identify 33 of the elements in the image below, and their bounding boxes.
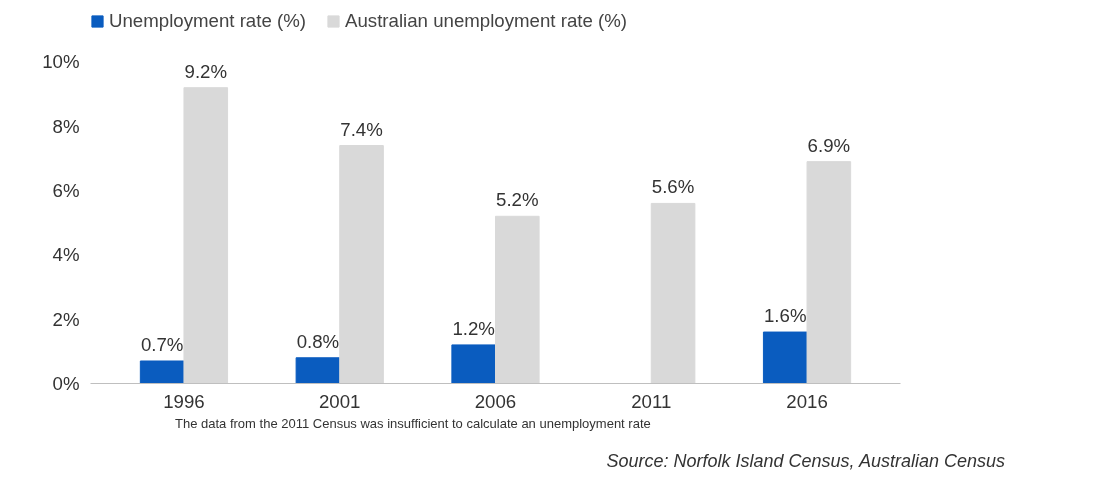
source-note: Source: Norfolk Island Census, Australian Census: [605, 450, 1005, 473]
y-tick-label: 0%: [52, 373, 80, 394]
y-tick-label: 4%: [52, 244, 80, 266]
data-label: 9.2%: [184, 60, 228, 82]
legend-label: Australian unemployment rate (%): [345, 10, 628, 32]
bar: [762, 331, 808, 384]
bar: [451, 344, 496, 384]
legend-label: Unemployment rate (%): [109, 10, 306, 32]
x-tick-label: 2006: [474, 390, 517, 412]
y-tick-label: 2%: [52, 308, 80, 330]
y-tick-label: 10%: [42, 51, 80, 73]
bar: [339, 145, 384, 384]
data-label: 7.4%: [340, 118, 383, 140]
bar: [495, 215, 540, 384]
data-label: 1.6%: [763, 305, 807, 327]
x-tick-label: 1996: [163, 390, 205, 412]
bar: [806, 161, 852, 384]
data-label: 5.2%: [496, 189, 539, 211]
text: The data from the 2011 Census was insufficient to calculate an unemployment rate: [174, 415, 651, 433]
bar: [183, 87, 229, 384]
data-label: 6.9%: [807, 134, 851, 156]
y-tick-label: 8%: [52, 115, 80, 137]
data-label: 0.7%: [140, 333, 184, 355]
y-tick-label: 6%: [52, 180, 80, 202]
bar: [295, 357, 341, 384]
data-label: 0.8%: [296, 330, 340, 352]
bar: [650, 202, 696, 384]
bar: [139, 360, 185, 384]
x-tick-label: 2011: [631, 390, 672, 412]
data-label: 5.6%: [651, 176, 695, 198]
x-tick-label: 2001: [318, 390, 361, 412]
data-label: 1.2%: [452, 317, 495, 339]
x-tick-label: 2016: [786, 390, 828, 412]
